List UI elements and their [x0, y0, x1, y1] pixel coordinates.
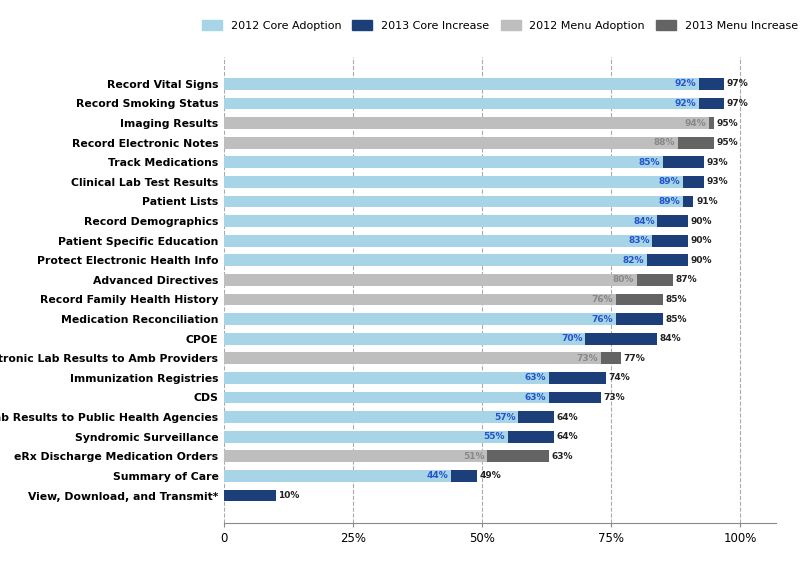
Bar [224, 98, 698, 109]
Bar [224, 254, 647, 266]
Bar [637, 274, 673, 286]
Text: 95%: 95% [717, 119, 738, 128]
Bar [224, 235, 652, 247]
Bar [658, 215, 688, 227]
Bar [647, 254, 688, 266]
Bar [224, 176, 683, 188]
Bar [451, 470, 477, 482]
Text: 74%: 74% [608, 373, 630, 382]
Bar [224, 372, 549, 384]
Text: 63%: 63% [525, 393, 546, 402]
Text: 80%: 80% [613, 275, 634, 285]
Text: 95%: 95% [717, 138, 738, 147]
Text: 85%: 85% [665, 315, 686, 324]
Text: 57%: 57% [494, 412, 515, 421]
Text: 92%: 92% [674, 80, 696, 89]
Bar [224, 333, 585, 345]
Bar [224, 490, 275, 502]
Text: 85%: 85% [665, 295, 686, 304]
Legend: 2012 Core Adoption, 2013 Core Increase, 2012 Menu Adoption, 2013 Menu Increase: 2012 Core Adoption, 2013 Core Increase, … [198, 16, 800, 35]
Bar [224, 431, 508, 442]
Text: 90%: 90% [691, 236, 712, 245]
Text: 49%: 49% [479, 471, 501, 481]
Bar [224, 195, 683, 207]
Text: 85%: 85% [638, 158, 660, 167]
Bar [224, 215, 658, 227]
Text: 70%: 70% [561, 334, 582, 343]
Bar [224, 411, 518, 423]
Text: 82%: 82% [623, 256, 645, 265]
Text: 76%: 76% [592, 315, 614, 324]
Bar [698, 98, 725, 109]
Bar [487, 450, 549, 462]
Bar [683, 195, 694, 207]
Bar [683, 176, 704, 188]
Bar [224, 391, 549, 403]
Text: 93%: 93% [706, 177, 728, 186]
Bar [698, 78, 725, 90]
Text: 63%: 63% [525, 373, 546, 382]
Text: 91%: 91% [696, 197, 718, 206]
Text: 92%: 92% [674, 99, 696, 108]
Text: 89%: 89% [659, 197, 681, 206]
Bar [224, 78, 698, 90]
Text: 51%: 51% [463, 452, 485, 461]
Bar [224, 137, 678, 149]
Bar [601, 352, 622, 364]
Bar [224, 352, 601, 364]
Bar [518, 411, 554, 423]
Bar [709, 117, 714, 129]
Bar [678, 137, 714, 149]
Text: 83%: 83% [628, 236, 650, 245]
Bar [224, 294, 616, 306]
Bar [224, 450, 487, 462]
Text: 64%: 64% [557, 432, 578, 441]
Text: 73%: 73% [576, 354, 598, 363]
Bar [585, 333, 658, 345]
Bar [549, 372, 606, 384]
Text: 77%: 77% [624, 354, 646, 363]
Text: 90%: 90% [691, 256, 712, 265]
Text: 97%: 97% [727, 80, 749, 89]
Text: 76%: 76% [592, 295, 614, 304]
Bar [652, 235, 688, 247]
Text: 90%: 90% [691, 216, 712, 225]
Text: 10%: 10% [278, 491, 299, 500]
Bar [508, 431, 554, 442]
Text: 55%: 55% [484, 432, 505, 441]
Text: 44%: 44% [426, 471, 449, 481]
Bar [549, 391, 601, 403]
Bar [224, 274, 637, 286]
Bar [224, 117, 709, 129]
Text: 97%: 97% [727, 99, 749, 108]
Text: 88%: 88% [654, 138, 675, 147]
Bar [616, 313, 662, 325]
Text: 84%: 84% [660, 334, 682, 343]
Text: 63%: 63% [551, 452, 573, 461]
Text: 73%: 73% [603, 393, 625, 402]
Bar [224, 470, 451, 482]
Bar [224, 313, 616, 325]
Bar [616, 294, 662, 306]
Text: 64%: 64% [557, 412, 578, 421]
Text: 89%: 89% [659, 177, 681, 186]
Text: 87%: 87% [675, 275, 697, 285]
Bar [224, 156, 662, 168]
Text: 84%: 84% [633, 216, 654, 225]
Text: 93%: 93% [706, 158, 728, 167]
Text: 94%: 94% [685, 119, 706, 128]
Bar [662, 156, 704, 168]
